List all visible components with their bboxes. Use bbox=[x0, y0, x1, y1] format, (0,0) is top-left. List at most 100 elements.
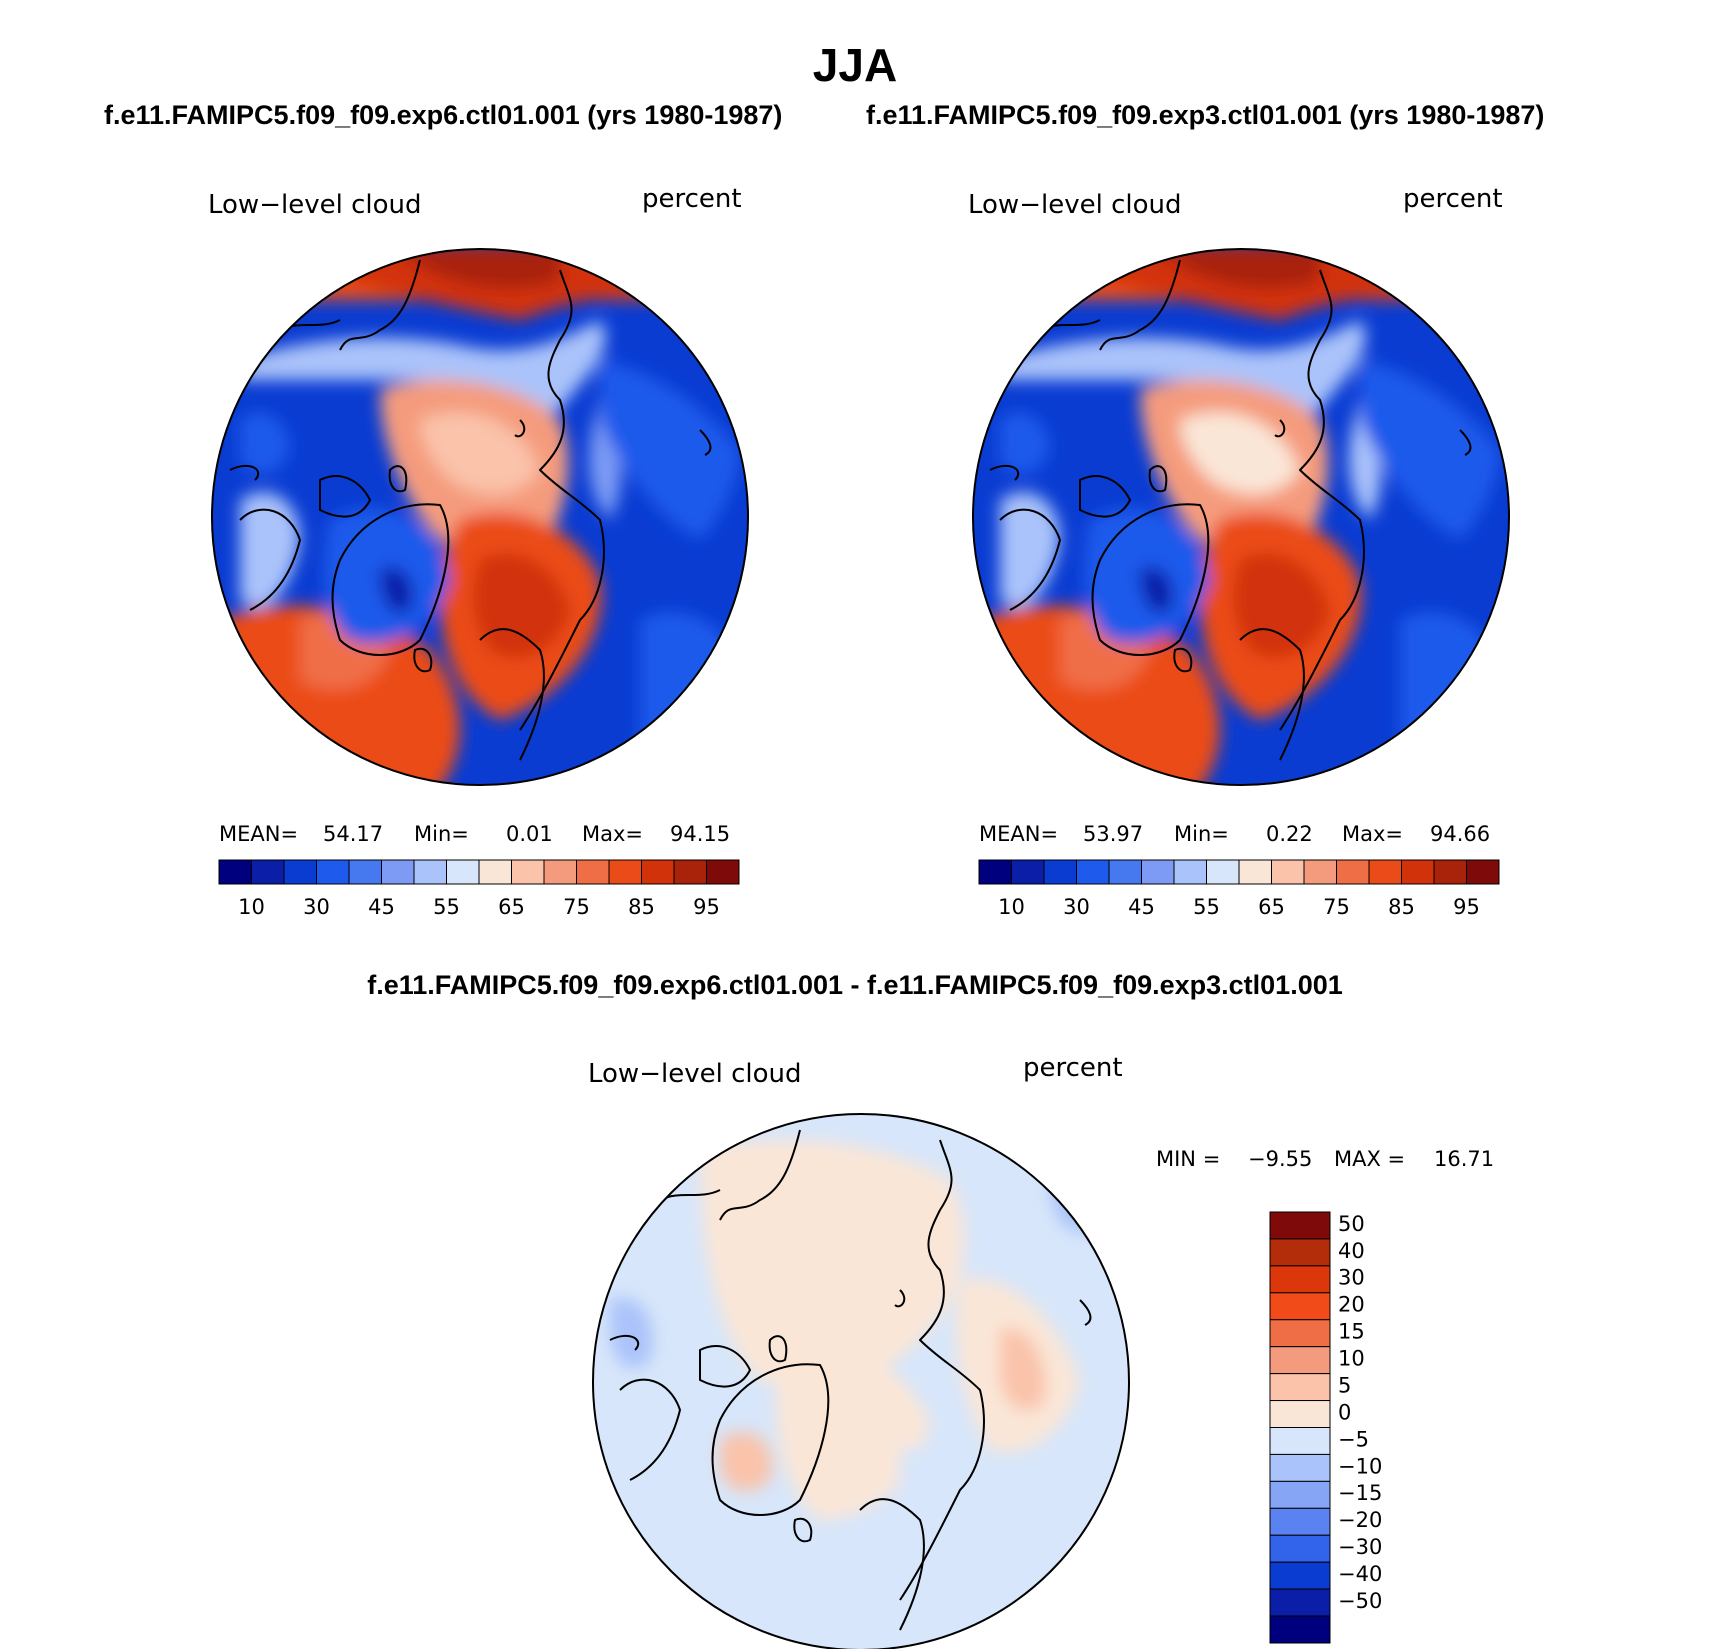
case-a-min-label: Min= bbox=[414, 822, 469, 846]
difference-colorbar-tick-label: −20 bbox=[1338, 1508, 1382, 1532]
difference-colorbar-swatch bbox=[1269, 1238, 1331, 1267]
case-a-colorbar: 10 30 45 55 65 75 85 95 bbox=[218, 859, 740, 919]
case-b-colorbar-tick-label: 45 bbox=[1128, 895, 1155, 919]
case-a-title: f.e11.FAMIPC5.f09_f09.exp6.ctl01.001 (yr… bbox=[104, 100, 783, 130]
case-b-colorbar-swatch bbox=[1401, 859, 1435, 885]
case-b-colorbar-swatch bbox=[1206, 859, 1240, 885]
case-b-colorbar-tick-label: 10 bbox=[998, 895, 1025, 919]
case-a-colorbar-swatch bbox=[673, 859, 707, 885]
case-b-colorbar-swatch bbox=[1271, 859, 1305, 885]
case-b-max-value: 94.66 bbox=[1430, 822, 1491, 846]
difference-variable-label: Low−level cloud bbox=[588, 1059, 802, 1089]
case-a-colorbar-swatch bbox=[283, 859, 317, 885]
case-a-min-value: 0.01 bbox=[506, 822, 553, 846]
case-a-variable-label: Low−level cloud bbox=[208, 190, 422, 220]
case-a-colorbar-swatch bbox=[511, 859, 545, 885]
difference-colorbar-tick-label: −30 bbox=[1338, 1535, 1382, 1559]
case-a-colorbar-swatch bbox=[478, 859, 512, 885]
difference-colorbar-tick-label: 30 bbox=[1338, 1266, 1365, 1290]
case-b-colorbar-swatch bbox=[1336, 859, 1370, 885]
difference-title: f.e11.FAMIPC5.f09_f09.exp6.ctl01.001 - f… bbox=[367, 970, 1343, 1000]
case-a-units-label: percent bbox=[642, 184, 742, 214]
case-b-colorbar-tick-label: 95 bbox=[1453, 895, 1480, 919]
case-b-colorbar-swatch bbox=[1108, 859, 1142, 885]
difference-colorbar-tick-label: −15 bbox=[1338, 1481, 1382, 1505]
difference-colorbar-swatch bbox=[1269, 1319, 1331, 1348]
case-b-min-label: Min= bbox=[1174, 822, 1229, 846]
difference-colorbar-swatch bbox=[1269, 1453, 1331, 1482]
difference-colorbar-swatch bbox=[1269, 1480, 1331, 1509]
difference-colorbar-swatch bbox=[1269, 1292, 1331, 1321]
case-b-title: f.e11.FAMIPC5.f09_f09.exp3.ctl01.001 (yr… bbox=[866, 100, 1545, 130]
difference-map bbox=[592, 1113, 1130, 1649]
case-b-colorbar-swatch bbox=[1238, 859, 1272, 885]
difference-colorbar-swatch bbox=[1269, 1561, 1331, 1590]
case-a-colorbar-tick-label: 75 bbox=[563, 895, 590, 919]
case-a-colorbar-swatch bbox=[251, 859, 285, 885]
case-b-colorbar-tick-label: 75 bbox=[1323, 895, 1350, 919]
difference-min-value: −9.55 bbox=[1248, 1147, 1313, 1171]
difference-colorbar-swatch bbox=[1269, 1211, 1331, 1240]
difference-units-label: percent bbox=[1023, 1053, 1123, 1083]
difference-colorbar-tick-label: −5 bbox=[1338, 1427, 1369, 1451]
case-b-min-value: 0.22 bbox=[1266, 822, 1313, 846]
case-a-colorbar-swatch bbox=[348, 859, 382, 885]
difference-colorbar-swatch bbox=[1269, 1507, 1331, 1536]
difference-colorbar-tick-label: 15 bbox=[1338, 1320, 1365, 1344]
case-b-units-label: percent bbox=[1403, 184, 1503, 214]
difference-colorbar-swatch bbox=[1269, 1346, 1331, 1375]
case-a-colorbar-tick-label: 65 bbox=[498, 895, 525, 919]
case-a-colorbar-swatch bbox=[641, 859, 675, 885]
difference-colorbar-tick-label: 40 bbox=[1338, 1239, 1365, 1263]
difference-colorbar-tick-label: 10 bbox=[1338, 1347, 1365, 1371]
case-b-colorbar-swatch bbox=[1011, 859, 1045, 885]
case-a-mean-value: 54.17 bbox=[323, 822, 384, 846]
case-a-colorbar-tick-label: 85 bbox=[628, 895, 655, 919]
case-a-colorbar-swatch bbox=[706, 859, 740, 885]
case-b-colorbar-swatch bbox=[1043, 859, 1077, 885]
case-a-colorbar-swatch bbox=[218, 859, 252, 885]
difference-colorbar-swatch bbox=[1269, 1427, 1331, 1455]
difference-colorbar-tick-label: 0 bbox=[1338, 1400, 1351, 1424]
case-a-map bbox=[211, 248, 749, 786]
difference-colorbar-swatch bbox=[1269, 1373, 1331, 1402]
difference-colorbar-tick-label: 5 bbox=[1338, 1373, 1351, 1397]
case-a-colorbar-tick-label: 30 bbox=[303, 895, 330, 919]
case-a-colorbar-tick-label: 10 bbox=[238, 895, 265, 919]
case-b-mean-value: 53.97 bbox=[1083, 822, 1144, 846]
case-b-colorbar-swatch bbox=[1076, 859, 1110, 885]
difference-max-label: MAX = bbox=[1334, 1147, 1406, 1171]
case-a-max-value: 94.15 bbox=[670, 822, 731, 846]
case-a-max-label: Max= bbox=[582, 822, 644, 846]
difference-colorbar-tick-label: 50 bbox=[1338, 1212, 1365, 1236]
case-b-colorbar-swatch bbox=[1303, 859, 1337, 885]
case-a-colorbar-swatch bbox=[576, 859, 610, 885]
case-a-colorbar-swatch bbox=[413, 859, 447, 885]
case-b-colorbar-swatch bbox=[1141, 859, 1175, 885]
case-a-colorbar-tick-label: 55 bbox=[433, 895, 460, 919]
difference-colorbar-tick-label: −50 bbox=[1338, 1589, 1382, 1613]
case-a-colorbar-swatch bbox=[316, 859, 350, 885]
case-b-mean-label: MEAN= bbox=[979, 822, 1059, 846]
difference-colorbar-swatch bbox=[1269, 1265, 1331, 1294]
case-a-colorbar-tick-label: 45 bbox=[368, 895, 395, 919]
difference-colorbar-tick-label: −10 bbox=[1338, 1454, 1382, 1478]
case-a-colorbar-swatch bbox=[543, 859, 577, 885]
case-b-colorbar-tick-label: 30 bbox=[1063, 895, 1090, 919]
case-b-max-label: Max= bbox=[1342, 822, 1404, 846]
difference-min-label: MIN = bbox=[1156, 1147, 1221, 1171]
case-b-colorbar-swatch bbox=[1173, 859, 1207, 885]
figure-title: JJA bbox=[812, 39, 898, 91]
case-a-colorbar-tick-label: 95 bbox=[693, 895, 720, 919]
difference-colorbar-swatch bbox=[1269, 1400, 1331, 1428]
case-b-colorbar-swatch bbox=[1433, 859, 1467, 885]
case-b-variable-label: Low−level cloud bbox=[968, 190, 1182, 220]
case-b-colorbar-tick-label: 85 bbox=[1388, 895, 1415, 919]
difference-colorbar-swatch bbox=[1269, 1534, 1331, 1563]
case-b-colorbar-swatch bbox=[1466, 859, 1500, 885]
difference-max-value: 16.71 bbox=[1434, 1147, 1495, 1171]
difference-colorbar-tick-label: 20 bbox=[1338, 1293, 1365, 1317]
case-b-colorbar-swatch bbox=[1368, 859, 1402, 885]
